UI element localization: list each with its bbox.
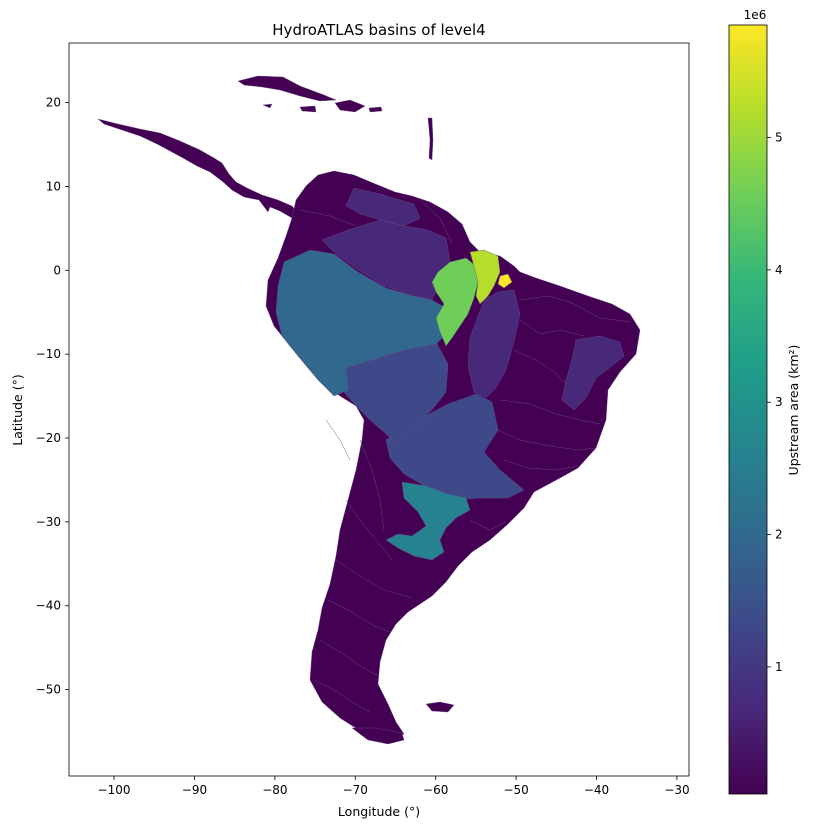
- colorbar-tick-label: 4: [775, 263, 783, 277]
- hispaniola-landmass: [334, 99, 366, 113]
- x-tick-label: −100: [98, 783, 131, 797]
- basin-xingu: [469, 249, 501, 305]
- colorbar-label: Upstream area (km²): [786, 345, 801, 476]
- x-axis-ticks: −100 −90 −80 −70 −60 −50 −40 −30: [98, 776, 690, 797]
- basin-sao-francisco: [561, 335, 625, 411]
- colorbar: [728, 24, 768, 795]
- y-tick-label: −30: [36, 515, 61, 529]
- basin-tocantins: [467, 289, 521, 399]
- lesser-antilles-landmass: [427, 117, 434, 161]
- jamaica-landmass: [299, 105, 317, 113]
- x-tick-label: −70: [343, 783, 368, 797]
- colorbar-tick-label: 3: [775, 395, 783, 409]
- y-tick-label: −10: [36, 347, 61, 361]
- chart-title: HydroATLAS basins of level4: [272, 21, 485, 39]
- y-tick-label: −50: [36, 683, 61, 697]
- colorbar-tick-label: 2: [775, 528, 783, 542]
- colorbar-offset-label: 1e6: [744, 8, 767, 22]
- basin-western-amazon: [275, 249, 449, 397]
- colorbar-ticks: 1 2 3 4 5: [767, 131, 783, 674]
- bahamas-landmass: [262, 103, 273, 109]
- x-axis-label: Longitude (°): [338, 804, 420, 819]
- x-tick-label: −90: [182, 783, 207, 797]
- y-tick-label: 10: [46, 179, 61, 193]
- y-axis-label: Latitude (°): [10, 374, 25, 445]
- basin-amazon-mouth: [497, 273, 513, 289]
- basin-boundaries: [279, 199, 631, 713]
- central-america-landmass: [97, 118, 300, 219]
- x-tick-label: −60: [423, 783, 448, 797]
- puerto-rico-landmass: [368, 106, 383, 113]
- map-layer: [97, 75, 641, 745]
- y-axis-ticks: 20 10 0 −10 −20 −30 −40 −50: [36, 96, 69, 697]
- y-tick-label: −20: [36, 431, 61, 445]
- falklands-landmass: [425, 701, 455, 713]
- basin-lower-parana: [385, 481, 471, 561]
- x-tick-label: −30: [664, 783, 689, 797]
- basin-tapajos: [431, 257, 479, 347]
- cuba-landmass: [237, 75, 337, 102]
- y-tick-label: −40: [36, 599, 61, 613]
- colorbar-tick-label: 5: [775, 131, 783, 145]
- colorbar-tick-label: 1: [775, 660, 783, 674]
- tierra-del-fuego-landmass: [351, 727, 405, 745]
- basin-orinoco: [345, 187, 421, 227]
- x-tick-label: −80: [262, 783, 287, 797]
- x-tick-label: −50: [503, 783, 528, 797]
- x-tick-label: −40: [584, 783, 609, 797]
- y-tick-label: 20: [46, 96, 61, 110]
- y-tick-label: 0: [53, 263, 61, 277]
- plot-frame: [68, 42, 690, 777]
